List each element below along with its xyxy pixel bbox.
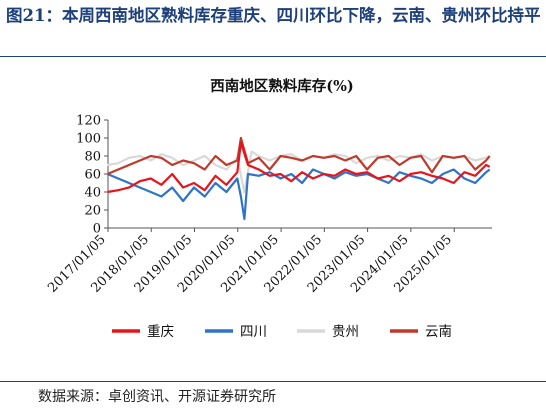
line-chart: 西南地区熟料库存(%) 0 20 40 60 80 100 120 2017/01/0520… — [45, 77, 492, 340]
caption-rule — [0, 56, 546, 57]
legend-label: 重庆 — [147, 324, 174, 340]
legend-label: 四川 — [240, 324, 267, 340]
series-line-4 — [107, 136, 491, 176]
source-rule — [0, 381, 546, 382]
x-axis: 2017/01/052018/01/052019/01/052020/01/05… — [45, 227, 492, 296]
y-tick-label: 100 — [76, 132, 101, 147]
chart-title: 西南地区熟料库存(%) — [210, 77, 354, 95]
y-tick-label: 80 — [84, 150, 101, 165]
y-tick-label: 60 — [84, 168, 101, 183]
series-line-2 — [107, 168, 491, 221]
source-note: 数据来源：卓创资讯、开源证券研究所 — [38, 389, 276, 405]
y-tick-label: 120 — [76, 114, 101, 129]
legend-label: 云南 — [425, 324, 452, 340]
figure-caption: 图21：本周西南地区熟料库存重庆、四川环比下降，云南、贵州环比持平 — [6, 6, 541, 25]
legend: 重庆 四川 贵州 云南 — [112, 324, 452, 340]
series-line-3 — [107, 150, 491, 194]
series-line-1 — [107, 141, 491, 194]
y-tick-label: 0 — [93, 222, 101, 237]
y-tick-label: 20 — [84, 204, 101, 219]
y-tick-label: 40 — [84, 186, 101, 201]
y-axis: 0 20 40 60 80 100 120 — [76, 114, 109, 237]
legend-label: 贵州 — [332, 324, 359, 340]
series-layer — [107, 136, 491, 221]
chart-container: 西南地区熟料库存(%) 0 20 40 60 80 100 120 2017/01/05 20… — [0, 60, 546, 384]
